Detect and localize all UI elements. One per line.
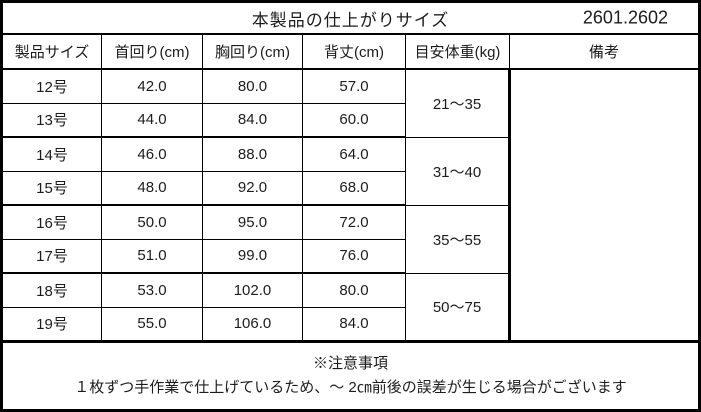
title-cell: 本製品の仕上がりサイズ 2601.2602	[1, 1, 700, 35]
chest-cell: 95.0	[202, 204, 303, 240]
size-cell: 15号	[1, 170, 102, 206]
size-cell: 17号	[1, 238, 102, 274]
table-header-row: 製品サイズ 首回り(cm) 胸回り(cm) 背丈(cm) 目安体重(kg) 備考	[1, 33, 700, 70]
back-cell: 57.0	[302, 68, 406, 104]
size-cell: 19号	[1, 306, 102, 342]
back-cell: 76.0	[302, 238, 406, 274]
column-header-chest: 胸回り(cm)	[202, 33, 303, 70]
size-cell: 13号	[1, 102, 102, 138]
chest-cell: 102.0	[202, 272, 303, 308]
notice-row: ※注意事項 １枚ずつ手作業で仕上げているため、～ 2㎝前後の誤差が生じる場合がご…	[1, 339, 700, 411]
neck-cell: 55.0	[101, 306, 203, 342]
neck-cell: 51.0	[101, 238, 203, 274]
notice-heading: ※注意事項	[312, 355, 388, 373]
notice-cell: ※注意事項 １枚ずつ手作業で仕上げているため、～ 2㎝前後の誤差が生じる場合がご…	[1, 339, 700, 411]
size-cell: 14号	[1, 136, 102, 172]
neck-cell: 48.0	[101, 170, 203, 206]
neck-cell: 50.0	[101, 204, 203, 240]
table-row: 13号 44.0 84.0 60.0	[1, 102, 700, 138]
neck-cell: 44.0	[101, 102, 203, 138]
neck-cell: 46.0	[101, 136, 203, 172]
weight-group-cell: 35～55	[405, 204, 510, 274]
remarks-cell	[508, 68, 700, 342]
size-cell: 18号	[1, 272, 102, 308]
column-header-size: 製品サイズ	[1, 33, 102, 70]
product-code: 2601.2602	[582, 7, 668, 28]
chest-cell: 84.0	[202, 102, 303, 138]
back-cell: 68.0	[302, 170, 406, 206]
weight-group-cell: 50～75	[405, 272, 510, 342]
size-cell: 12号	[1, 68, 102, 104]
table-row: 16号 50.0 95.0 72.0 35～55	[1, 204, 700, 274]
column-header-back-length: 背丈(cm)	[302, 33, 406, 70]
chest-cell: 92.0	[202, 170, 303, 206]
table-row: 18号 53.0 102.0 80.0 50～75	[1, 272, 700, 342]
table-row: 19号 55.0 106.0 84.0	[1, 306, 700, 342]
notice-body: １枚ずつ手作業で仕上げているため、～ 2㎝前後の誤差が生じる場合がございます	[74, 378, 627, 396]
chest-cell: 80.0	[202, 68, 303, 104]
weight-group-cell: 21～35	[405, 68, 510, 138]
table-row: 14号 46.0 88.0 64.0 31～40	[1, 136, 700, 206]
back-cell: 60.0	[302, 102, 406, 138]
page-title: 本製品の仕上がりサイズ	[251, 10, 450, 30]
weight-group-cell: 31～40	[405, 136, 510, 206]
table-row: 12号 42.0 80.0 57.0 21～35	[1, 68, 700, 342]
chest-cell: 99.0	[202, 238, 303, 274]
chest-cell: 106.0	[202, 306, 303, 342]
column-header-weight: 目安体重(kg)	[405, 33, 510, 70]
back-cell: 64.0	[302, 136, 406, 172]
table-title-row: 本製品の仕上がりサイズ 2601.2602	[1, 1, 700, 35]
table-row: 15号 48.0 92.0 68.0	[1, 170, 700, 206]
size-cell: 16号	[1, 204, 102, 240]
neck-cell: 42.0	[101, 68, 203, 104]
back-cell: 84.0	[302, 306, 406, 342]
column-header-remarks: 備考	[509, 33, 700, 70]
back-cell: 72.0	[302, 204, 406, 240]
back-cell: 80.0	[302, 272, 406, 308]
table-row: 17号 51.0 99.0 76.0	[1, 238, 700, 274]
column-header-neck: 首回り(cm)	[101, 33, 203, 70]
chest-cell: 88.0	[202, 136, 303, 172]
neck-cell: 53.0	[101, 272, 203, 308]
